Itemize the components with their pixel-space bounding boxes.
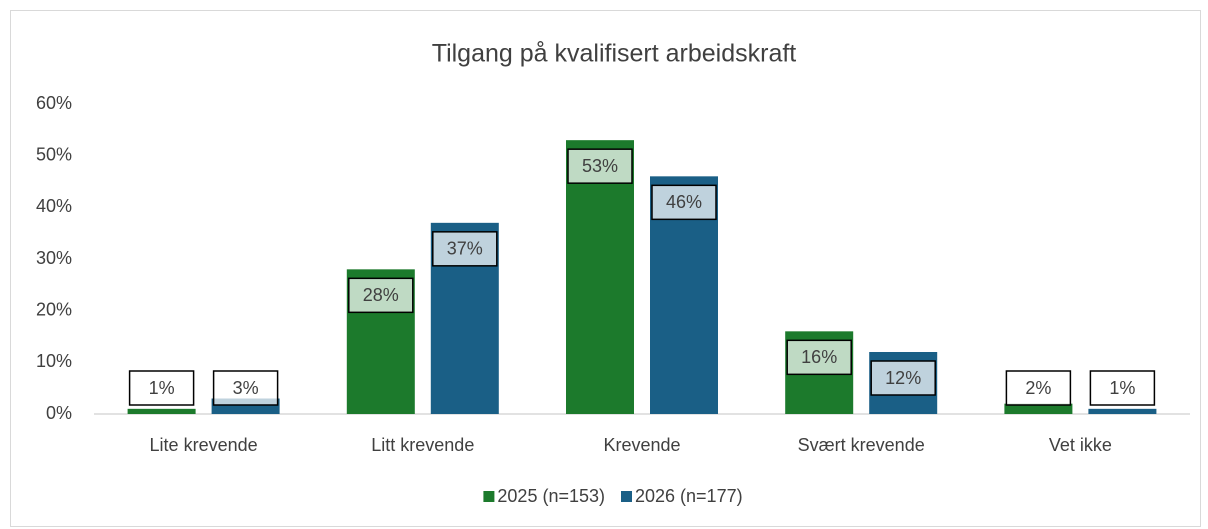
y-tick-label: 50% [36, 144, 72, 164]
y-tick-label: 30% [36, 248, 72, 268]
value-label-box [348, 277, 414, 314]
x-tick-label: Svært krevende [798, 435, 925, 455]
bar [1088, 408, 1157, 414]
x-tick-label: Litt krevende [371, 435, 474, 455]
value-label-box [651, 184, 717, 221]
chart-title: Tilgang på kvalifisert arbeidskraft [432, 40, 797, 68]
bar [127, 408, 196, 414]
x-tick-label: Krevende [603, 435, 680, 455]
bar [1004, 403, 1073, 414]
value-label: 12% [885, 368, 921, 388]
legend-label: 2026 (n=177) [635, 486, 743, 506]
value-label-box [1089, 370, 1156, 406]
y-tick-label: 10% [36, 351, 72, 371]
value-label-box [786, 339, 852, 376]
value-label-box [128, 370, 195, 406]
value-label-box [212, 370, 279, 406]
value-label: 53% [582, 156, 618, 176]
legend-label: 2025 (n=153) [497, 486, 605, 506]
value-label: 2% [1025, 378, 1051, 398]
value-label: 28% [363, 285, 399, 305]
y-tick-label: 60% [36, 93, 72, 113]
value-label-box [870, 360, 936, 396]
value-label: 16% [801, 347, 837, 367]
value-label: 3% [233, 378, 259, 398]
bar [566, 140, 634, 414]
value-label-box [1005, 370, 1072, 406]
value-label-box [432, 231, 498, 267]
y-tick-label: 40% [36, 196, 72, 216]
value-label: 1% [1109, 378, 1135, 398]
y-tick-label: 20% [36, 299, 72, 319]
x-tick-label: Vet ikke [1049, 435, 1112, 455]
value-label-box [567, 148, 633, 184]
value-label: 46% [666, 192, 702, 212]
value-label: 37% [447, 239, 483, 259]
x-tick-label: Lite krevende [150, 435, 258, 455]
legend-swatch [621, 491, 632, 502]
legend-swatch [483, 491, 495, 502]
value-label: 1% [149, 378, 175, 398]
y-tick-label: 0% [46, 403, 72, 423]
